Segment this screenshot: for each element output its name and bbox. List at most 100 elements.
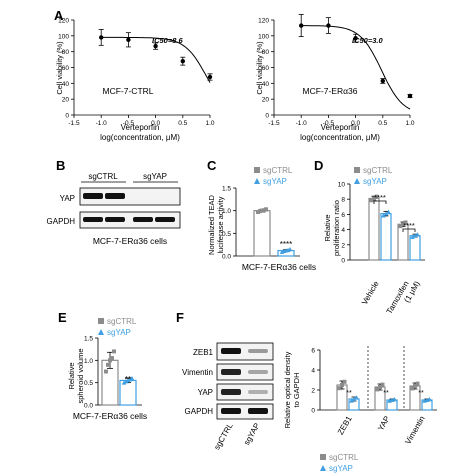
ic50-right-label: IC50=3.0 (352, 36, 383, 45)
chart-c-data-point (264, 207, 268, 212)
blot-b-lane-sgyap: sgYAP (143, 172, 167, 181)
chart-c-y-tick-label: 0.0 (222, 254, 231, 261)
xlabel-a-left-2: log(concentration, μM) (100, 133, 180, 142)
legend-e-ctrl-swatch (98, 318, 104, 324)
blot-b-yap-band-1 (83, 193, 103, 199)
sig-c: **** (280, 240, 292, 249)
chart-a-ctrl-data-point (180, 58, 185, 64)
chart-f-data-point (380, 382, 385, 387)
legend-d-ctrl-swatch (354, 167, 360, 173)
chart-a-ctrl-x-tick-label: 1.0 (205, 120, 214, 127)
legend-e-yap-swatch (98, 329, 104, 335)
chart-a-ctrl-x-tick-label: -1.5 (68, 120, 80, 127)
blot-f-row-zeb1: ZEB1 (193, 348, 214, 357)
chart-a-era36-data-point (353, 36, 358, 41)
xlabel-a-right-2: log(concentration, μM) (300, 133, 380, 142)
ylabel-a-right: Cell viability (%) (255, 41, 264, 95)
blot-f-vimentin-frame (216, 363, 274, 381)
plot-a-ctrl: 0 20 40 60 80 100 120 -1.5 -1.0 -0.5 0.0 0.5 1.0 (58, 18, 215, 128)
blot-b-gapdh-frame (79, 211, 181, 229)
chart-a-ctrl-y-tick-label: 0 (65, 113, 69, 120)
chart-d-data-point (386, 209, 391, 214)
chart-a-era36-y-tick-label: 100 (258, 33, 269, 40)
chart-d-bar (409, 235, 421, 261)
chart-a-ctrl-x-tick-label: -0.5 (123, 120, 135, 127)
chart-d-data-point (415, 232, 420, 237)
chart-a-era36-x-tick-label: -0.5 (323, 120, 335, 127)
chart-d-bar (380, 213, 392, 261)
plot-a-era36: 0 20 40 60 80 100 120 -1.5 -1.0 -0.5 0.0 0.5 1.0 (258, 14, 415, 127)
ylabel-d-2: proliferation ratio (332, 200, 341, 256)
chart-a-ctrl-data-point (207, 74, 213, 80)
chart-d-sig-bracket (402, 228, 416, 232)
chart-a-ctrl-data-point (99, 35, 104, 40)
chart-a-era36-y-tick-label: 20 (262, 97, 270, 104)
legend-c-ctrl-swatch (254, 167, 260, 173)
blot-b-caption: MCF-7-ERα36 cells (93, 236, 167, 246)
blot-b-gapdh-band-3 (133, 217, 153, 222)
chart-f-category-label: YAP (376, 415, 392, 433)
blot-b-gapdh-band-1 (83, 217, 103, 222)
chart-e-data-point (127, 377, 133, 382)
blot-f-zeb1-band-2 (248, 349, 268, 353)
blot-f-zeb1-frame (216, 342, 274, 361)
chart-d-data-point (383, 211, 389, 216)
blot-f-row-yap: YAP (198, 388, 213, 397)
chart-e-y-tick-label: 0.5 (84, 380, 93, 387)
legend-f-ctrl-swatch (320, 454, 326, 460)
panel-letter-a: A (54, 8, 64, 23)
blot-f-row-vimentin: Vimentin (182, 368, 213, 377)
chart-c-y-tick-label: 0.5 (222, 231, 231, 238)
blot-f-yap-band-2 (248, 390, 268, 394)
xlabel-a-left-1: Verteporfin (121, 123, 160, 132)
chart-a-era36-data-point (407, 93, 413, 99)
chart-f-data-point (375, 387, 380, 392)
blot-f-yap-frame (216, 383, 274, 401)
xlabel-a-right-1: Verteporfin (321, 123, 360, 132)
chart-e-data-point (106, 362, 110, 367)
legend-f-yap-swatch (320, 465, 326, 471)
chart-a-era36-x-tick-label: -1.0 (296, 120, 308, 127)
chart-d-y-tick-label: 8 (341, 197, 345, 204)
chart-e-data-point (108, 358, 112, 363)
legend-c-yap-swatch (254, 178, 260, 184)
legend-e-yap-label: sgYAP (107, 328, 131, 337)
legend-c-yap-label: sgYAP (263, 177, 287, 186)
ylabel-c-1: Normalized TEAD (207, 194, 216, 254)
ylabel-e-2: spheroid volume (76, 348, 85, 403)
chart-e-y-tick-label: 1.5 (84, 336, 93, 343)
legend-f-yap-label: sgYAP (329, 464, 353, 473)
chart-c-y-tick-label: 1.5 (222, 186, 231, 193)
title-a-right: MCF-7-ERα36 (303, 86, 358, 96)
plot-e: 0.0 0.5 1.0 1.5 (84, 336, 142, 410)
chart-d-y-tick-label: 2 (341, 242, 345, 249)
chart-a-ctrl-y-tick-label: 20 (62, 97, 70, 104)
chart-d-y-tick-label: 6 (341, 212, 345, 219)
chart-a-era36-x-tick-label: 1.0 (405, 120, 414, 127)
panel-letter-f: F (176, 310, 184, 325)
chart-d-data-point (403, 220, 408, 225)
panel-letter-b: B (56, 158, 65, 173)
blot-f-gapdh-frame (216, 403, 274, 420)
blot-b-row-gapdh: GAPDH (47, 217, 76, 226)
chart-f-data-point (392, 397, 397, 402)
chart-d-data-point (410, 234, 415, 239)
chart-f-data-point (351, 396, 357, 401)
legend-d-yap-swatch (354, 178, 360, 184)
chart-d-y-tick-label: 0 (341, 258, 345, 265)
chart-a-ctrl-y-tick-label: 60 (62, 65, 70, 72)
chart-a-era36-y-tick-label: 40 (262, 81, 270, 88)
chart-e-data-point (112, 349, 116, 354)
chart-d-y-tick-label: 10 (338, 182, 346, 189)
legend-f-ctrl-label: sgCTRL (329, 453, 359, 462)
chart-a-era36-y-tick-label: 60 (262, 65, 270, 72)
chart-a-ctrl-y-tick-label: 80 (62, 49, 70, 56)
chart-a-era36-data-point (299, 23, 304, 28)
chart-f-data-point (354, 395, 359, 400)
chart-c-data-point (287, 247, 293, 252)
ylabel-a-left: Cell viability (%) (55, 41, 64, 95)
chart-a-era36-data-point (380, 78, 385, 84)
chart-a-era36-data-point (326, 23, 331, 28)
ylabel-c-2: luciferase activity (216, 196, 225, 253)
blot-f-vimentin-band-2 (248, 370, 268, 374)
